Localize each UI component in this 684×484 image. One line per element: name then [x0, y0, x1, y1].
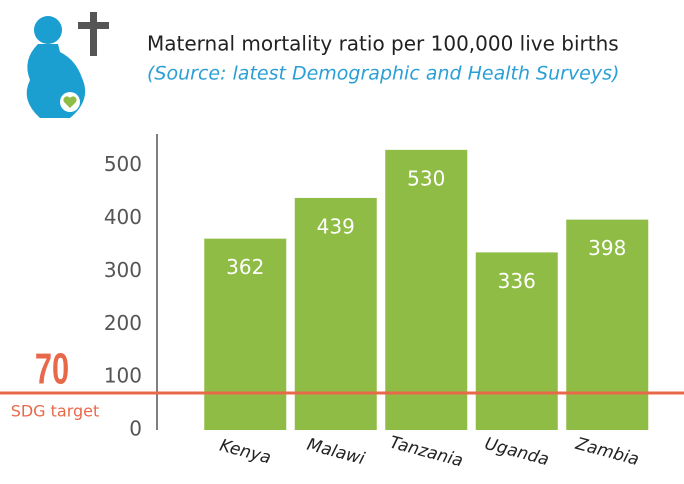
icon	[26, 12, 109, 118]
value-label: 439	[317, 214, 355, 238]
y-tick-label: 400	[104, 205, 142, 229]
bar	[475, 252, 558, 430]
bar	[204, 238, 287, 430]
y-tick-label: 500	[104, 152, 142, 176]
x-tick-label: Uganda	[482, 434, 551, 470]
y-tick-label: 300	[104, 258, 142, 282]
x-tick-label: Zambia	[573, 434, 642, 470]
bar	[294, 197, 377, 430]
bar	[385, 149, 468, 430]
x-tick-label: Kenya	[217, 436, 273, 469]
value-label: 530	[407, 166, 445, 190]
chart-title: Maternal mortality ratio per 100,000 liv…	[147, 32, 619, 56]
x-tick-label: Malawi	[305, 435, 367, 470]
y-tick-label: 0	[129, 417, 142, 441]
x-tick-label: Tanzania	[387, 433, 465, 472]
y-tick-label: 100	[104, 364, 142, 388]
value-label: 362	[226, 255, 264, 279]
value-label: 336	[498, 269, 536, 293]
bar	[566, 219, 649, 430]
chart-subtitle: (Source: latest Demographic and Health S…	[147, 63, 619, 85]
value-label: 398	[588, 236, 626, 260]
reference-value: 70	[35, 345, 69, 394]
y-tick-label: 200	[104, 311, 142, 335]
reference-label: SDG target	[11, 402, 100, 421]
